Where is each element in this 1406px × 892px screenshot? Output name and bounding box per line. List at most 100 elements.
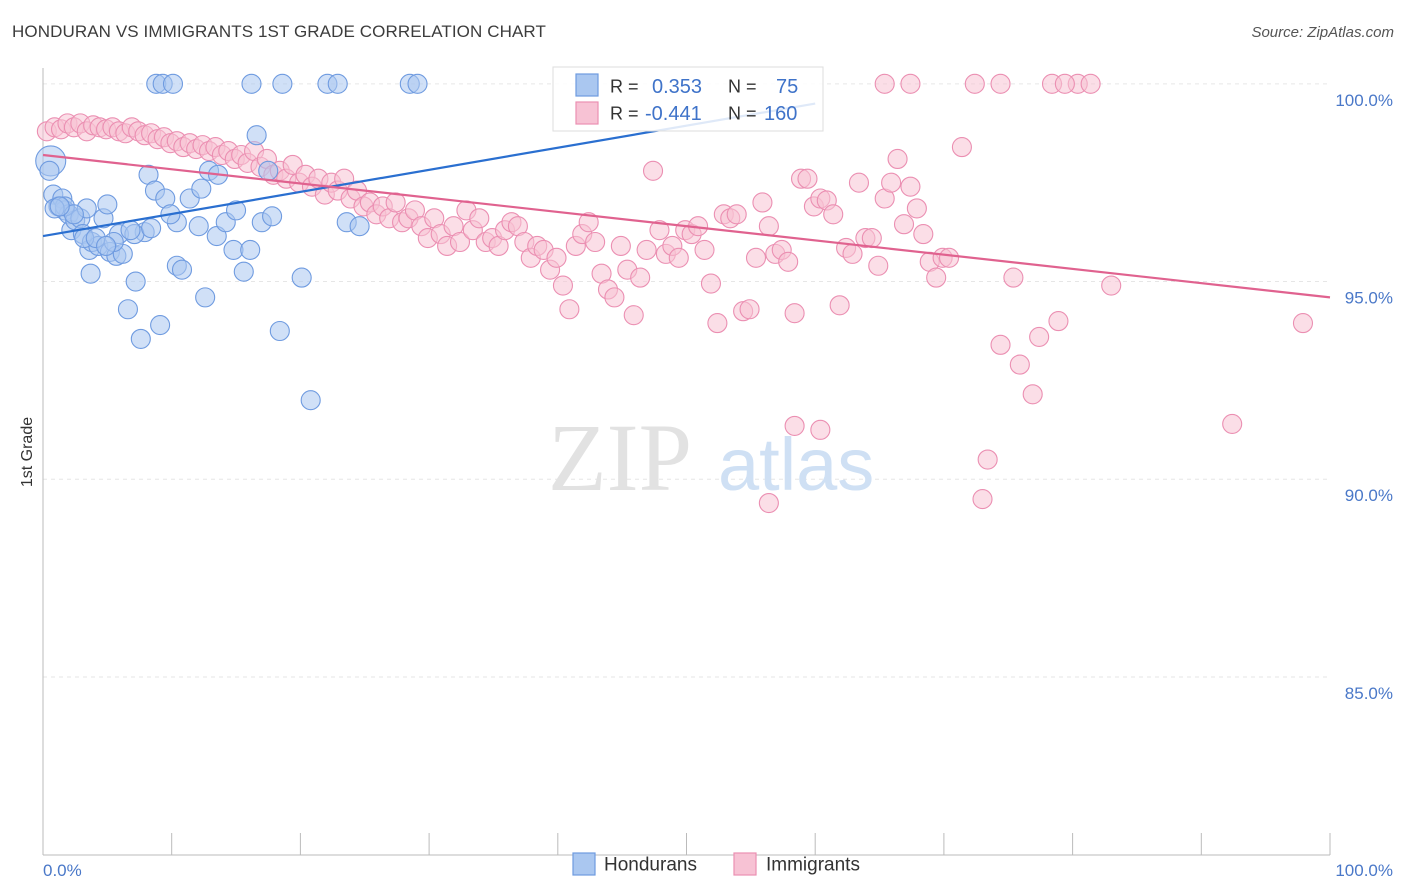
honduran-point-22 — [117, 299, 138, 320]
immigrant-point-153 — [1222, 413, 1243, 434]
immigrant-point-136 — [913, 224, 934, 245]
immigrant-point-118 — [797, 168, 818, 189]
honduran-point-61 — [162, 73, 184, 94]
honduran-point-31 — [171, 259, 193, 280]
honduran-point-72 — [96, 235, 117, 257]
honduran-point-23 — [125, 271, 146, 292]
immigrant-point-111 — [752, 192, 773, 213]
honduran-point-56 — [349, 216, 370, 237]
immigrants-trend-line — [42, 153, 1331, 299]
honduran-point-54 — [327, 73, 348, 94]
honduran-point-68 — [141, 218, 162, 239]
immigrant-point-157 — [784, 415, 805, 436]
legend-n-label-2: N = — [728, 103, 757, 123]
immigrant-point-131 — [881, 172, 902, 193]
immigrant-point-160 — [810, 419, 831, 440]
bottom-legend-swatch-immigrants — [733, 852, 757, 876]
immigrant-point-132 — [887, 148, 908, 170]
watermark-atlas: atlas — [718, 423, 874, 506]
immigrant-point-154 — [1292, 313, 1314, 334]
honduran-point-1 — [39, 160, 60, 181]
immigrant-point-95 — [649, 220, 670, 241]
honduran-point-50 — [241, 73, 262, 94]
immigrant-point-151 — [874, 73, 895, 94]
immigrant-point-110 — [745, 247, 767, 268]
immigrant-point-84 — [578, 212, 599, 233]
honduran-point-73 — [120, 220, 141, 241]
honduran-point-44 — [246, 125, 267, 146]
immigrant-point-85 — [585, 231, 606, 253]
immigrant-point-161 — [972, 489, 993, 510]
immigrant-point-116 — [784, 303, 805, 324]
immigrant-point-79 — [546, 247, 567, 268]
honduran-point-40 — [223, 239, 244, 260]
honduran-point-74 — [191, 178, 212, 199]
chart-title: HONDURAN VS IMMIGRANTS 1ST GRADE CORRELA… — [12, 22, 546, 41]
honduran-point-24 — [130, 328, 151, 349]
y-tick-labels: 100.0% 95.0% 90.0% 85.0% — [1335, 91, 1393, 703]
immigrant-point-133 — [893, 214, 915, 235]
honduran-point-58 — [407, 73, 428, 94]
immigrant-point-141 — [951, 137, 972, 158]
honduran-point-52 — [300, 390, 321, 411]
immigrant-point-102 — [694, 239, 715, 260]
immigrant-point-155 — [1101, 275, 1122, 296]
immigrant-point-115 — [778, 251, 799, 272]
immigrant-point-163 — [990, 334, 1011, 355]
bottom-legend-immigrants: Immigrants — [766, 855, 860, 876]
y-axis-label: 1st Grade — [19, 417, 36, 487]
honduran-point-14 — [80, 263, 101, 284]
immigrant-point-140 — [938, 247, 960, 268]
watermark-zip: ZIP — [548, 404, 692, 511]
honduran-point-41 — [226, 200, 247, 221]
immigrant-point-152 — [1080, 73, 1101, 94]
immigrant-point-138 — [926, 267, 947, 288]
immigrant-point-135 — [906, 198, 927, 219]
y-tick-label-3: 85.0% — [1345, 684, 1393, 703]
immigrant-point-147 — [1022, 384, 1043, 405]
honduran-point-42 — [233, 261, 254, 282]
bottom-legend-swatch-hondurans — [572, 852, 596, 876]
immigrant-point-67 — [469, 208, 490, 229]
immigrant-point-104 — [707, 313, 728, 334]
immigrant-point-88 — [604, 287, 625, 308]
immigrant-point-149 — [1054, 73, 1075, 94]
immigrant-point-103 — [700, 273, 722, 294]
y-tick-label-1: 95.0% — [1345, 289, 1393, 308]
immigrant-point-81 — [559, 299, 580, 320]
immigrant-point-94 — [642, 160, 664, 181]
immigrant-point-89 — [610, 235, 631, 257]
immigrant-point-112 — [758, 216, 779, 237]
source-credit: Source: ZipAtlas.com — [1251, 24, 1394, 41]
immigrant-point-150 — [900, 73, 921, 94]
honduran-point-34 — [188, 216, 209, 237]
legend-n-value-immigrants: 160 — [764, 103, 797, 125]
immigrant-point-162 — [1003, 267, 1024, 288]
x-ticks — [42, 833, 1331, 855]
immigrant-point-125 — [842, 243, 863, 264]
honduran-point-47 — [262, 206, 283, 227]
honduran-point-71 — [49, 196, 70, 217]
grid-lines — [43, 83, 1330, 678]
immigrant-point-129 — [868, 255, 889, 276]
immigrant-point-107 — [726, 204, 747, 225]
legend-r-label-1: R = — [610, 76, 639, 96]
series-legend: Hondurans Immigrants — [572, 852, 860, 876]
immigrant-point-91 — [623, 305, 644, 326]
immigrant-point-80 — [552, 275, 573, 296]
x-tick-label-left: 0.0% — [43, 861, 82, 880]
legend-swatch-hondurans — [575, 73, 599, 97]
honduran-point-17 — [97, 194, 118, 215]
legend-n-label-1: N = — [728, 76, 757, 96]
immigrants-points — [36, 73, 1314, 514]
honduran-point-48 — [269, 320, 290, 342]
immigrant-point-143 — [990, 73, 1011, 94]
stats-legend: R = 0.353 N = 75 R = -0.441 N = 160 — [552, 66, 824, 132]
honduran-point-51 — [291, 267, 312, 288]
immigrant-point-146 — [1009, 354, 1030, 375]
legend-r-label-2: R = — [610, 103, 639, 123]
immigrant-point-159 — [977, 449, 998, 470]
immigrant-point-92 — [630, 267, 651, 288]
immigrant-point-123 — [829, 295, 850, 316]
immigrant-point-122 — [823, 204, 844, 225]
